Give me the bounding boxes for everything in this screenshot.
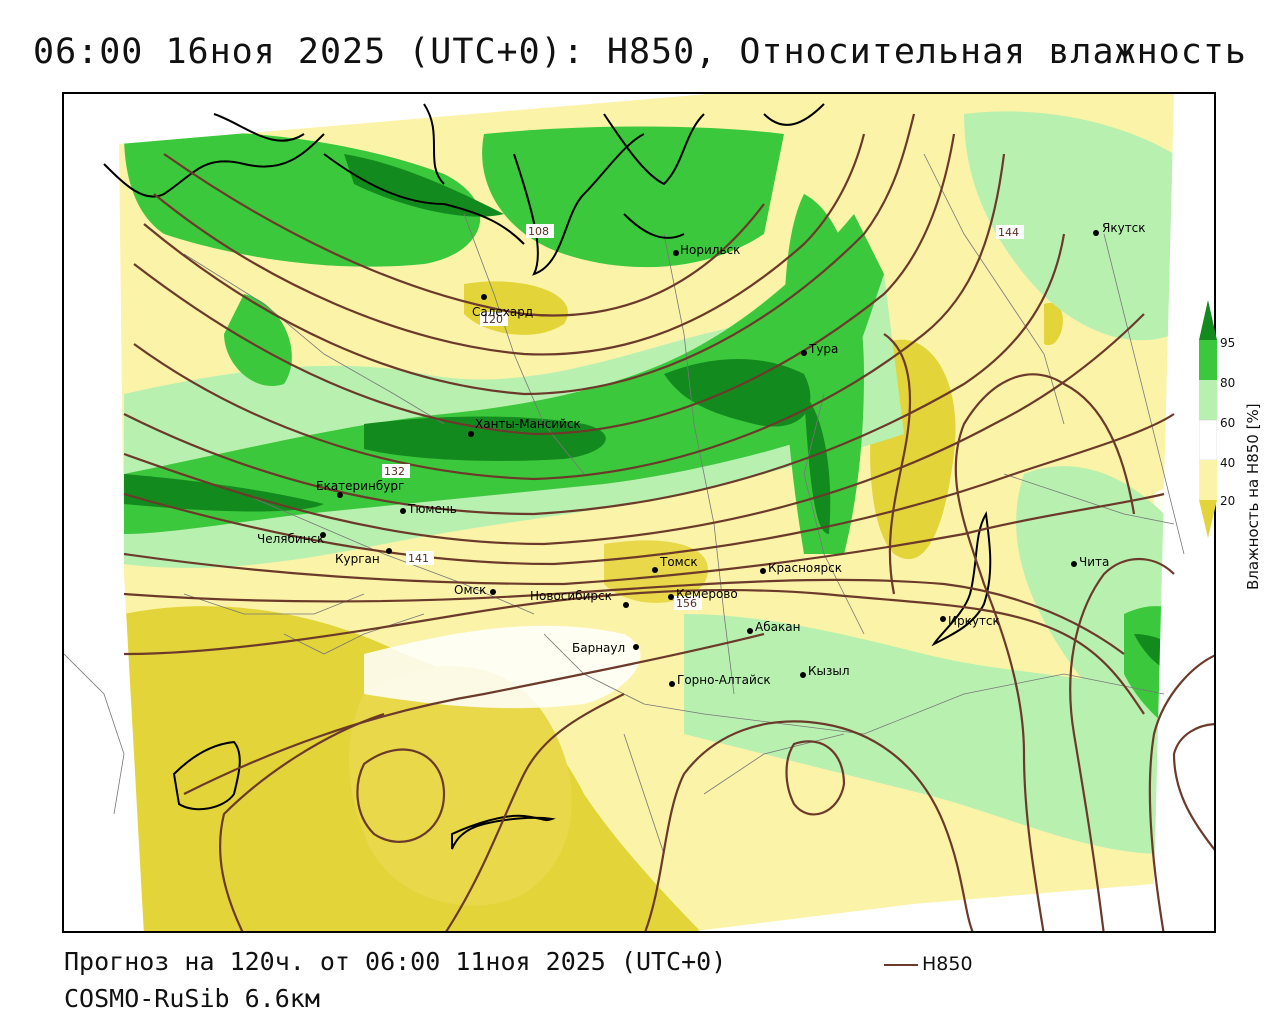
svg-text:Иркутск: Иркутск — [948, 614, 1000, 628]
weather-map: 108 120 132 141 144 156 — [62, 92, 1216, 933]
coastlines — [103, 103, 992, 850]
city-yakutsk: Якутск — [1093, 221, 1146, 236]
svg-text:Чита: Чита — [1079, 555, 1109, 569]
city-novosibirsk: Новосибирск — [530, 589, 629, 608]
colorbar-band-80-95 — [1199, 340, 1217, 380]
city-barnaul: Барнаул — [572, 641, 639, 655]
contour-label: 156 — [674, 596, 702, 610]
svg-text:Кемерово: Кемерово — [676, 587, 738, 601]
svg-text:Салехард: Салехард — [472, 305, 533, 319]
city-omsk: Омск — [454, 583, 496, 597]
colorbar-band-40-60 — [1199, 419, 1217, 461]
colorbar-tick: 60 — [1220, 416, 1236, 430]
city-norilsk: Норильск — [673, 243, 740, 257]
colorbar-tick: 95 — [1220, 336, 1236, 350]
svg-text:141: 141 — [408, 552, 429, 565]
colorbar-title: Влажность на H850 [%] — [1244, 403, 1262, 590]
domain-mask — [64, 94, 1214, 931]
svg-text:Ханты-Мансийск: Ханты-Мансийск — [475, 417, 581, 431]
svg-text:108: 108 — [528, 225, 549, 238]
city-irkutsk: Иркутск — [940, 614, 1000, 628]
svg-text:Горно-Алтайск: Горно-Алтайск — [677, 673, 771, 687]
model-name: COSMO-RuSib 6.6км — [64, 984, 320, 1013]
city-khanty-mansiysk: Ханты-Мансийск — [468, 417, 581, 437]
svg-text:120: 120 — [482, 313, 503, 326]
contour-legend-swatch — [884, 963, 918, 966]
forecast-info: Прогноз на 120ч. от 06:00 11ноя 2025 (UT… — [64, 947, 727, 976]
humidity-field — [119, 94, 1214, 931]
svg-text:Курган: Курган — [335, 552, 380, 566]
svg-text:Челябинск: Челябинск — [257, 532, 324, 546]
colorbar-tick: 80 — [1220, 376, 1236, 390]
svg-text:Омск: Омск — [454, 583, 486, 597]
contour-label: 108 — [526, 224, 554, 238]
contour-label: 120 — [480, 312, 508, 326]
contour-label: 141 — [406, 551, 434, 565]
svg-text:Новосибирск: Новосибирск — [530, 589, 612, 603]
map-canvas: 108 120 132 141 144 156 — [64, 94, 1214, 931]
city-markers: Норильск Салехард Тура Якутск Ханты-Манс… — [257, 221, 1146, 687]
svg-text:Екатеринбург: Екатеринбург — [316, 479, 404, 493]
svg-text:144: 144 — [998, 226, 1019, 239]
city-salekhard: Салехард — [472, 294, 533, 319]
svg-text:Норильск: Норильск — [680, 243, 740, 257]
svg-text:156: 156 — [676, 597, 697, 610]
city-krasnoyarsk: Красноярск — [760, 561, 842, 575]
city-gorno-altaysk: Горно-Алтайск — [669, 673, 771, 687]
svg-text:Барнаул: Барнаул — [572, 641, 625, 655]
city-abakan: Абакан — [747, 620, 800, 634]
colorbar-tick: 20 — [1220, 494, 1236, 508]
colorbar-band-60-80 — [1199, 380, 1217, 420]
contour-label: 132 — [382, 464, 410, 478]
contour-label: 144 — [996, 225, 1024, 239]
svg-text:Красноярск: Красноярск — [768, 561, 842, 575]
city-yekaterinburg: Екатеринбург — [316, 479, 404, 498]
city-tomsk: Томск — [652, 555, 698, 573]
svg-text:Тура: Тура — [808, 342, 838, 356]
svg-text:Якутск: Якутск — [1102, 221, 1146, 235]
contour-legend: H850 — [884, 953, 973, 975]
city-tyumen: Тюмень — [400, 502, 457, 516]
h850-contours — [123, 113, 1214, 931]
svg-text:132: 132 — [384, 465, 405, 478]
svg-text:Тюмень: Тюмень — [407, 502, 457, 516]
svg-text:Томск: Томск — [659, 555, 698, 569]
colorbar-top-arrow — [1199, 300, 1217, 340]
city-kemerovo: Кемерово — [668, 587, 738, 601]
humidity-colorbar — [1199, 300, 1217, 538]
city-kurgan: Курган — [335, 548, 392, 566]
city-chita: Чита — [1071, 555, 1109, 569]
contour-legend-label: H850 — [922, 953, 973, 975]
colorbar-band-20-40 — [1199, 460, 1217, 500]
svg-text:Кызыл: Кызыл — [808, 664, 850, 678]
contour-labels: 108 120 132 141 144 156 — [382, 224, 1024, 610]
city-chelyabinsk: Челябинск — [257, 532, 326, 546]
svg-text:Абакан: Абакан — [755, 620, 800, 634]
city-kyzyl: Кызыл — [800, 664, 850, 678]
city-tura: Тура — [801, 342, 838, 356]
map-title: 06:00 16ноя 2025 (UTC+0): H850, Относите… — [33, 32, 1247, 72]
colorbar-bottom-arrow — [1199, 500, 1217, 538]
colorbar-tick: 40 — [1220, 456, 1236, 470]
region-borders — [64, 153, 1185, 855]
